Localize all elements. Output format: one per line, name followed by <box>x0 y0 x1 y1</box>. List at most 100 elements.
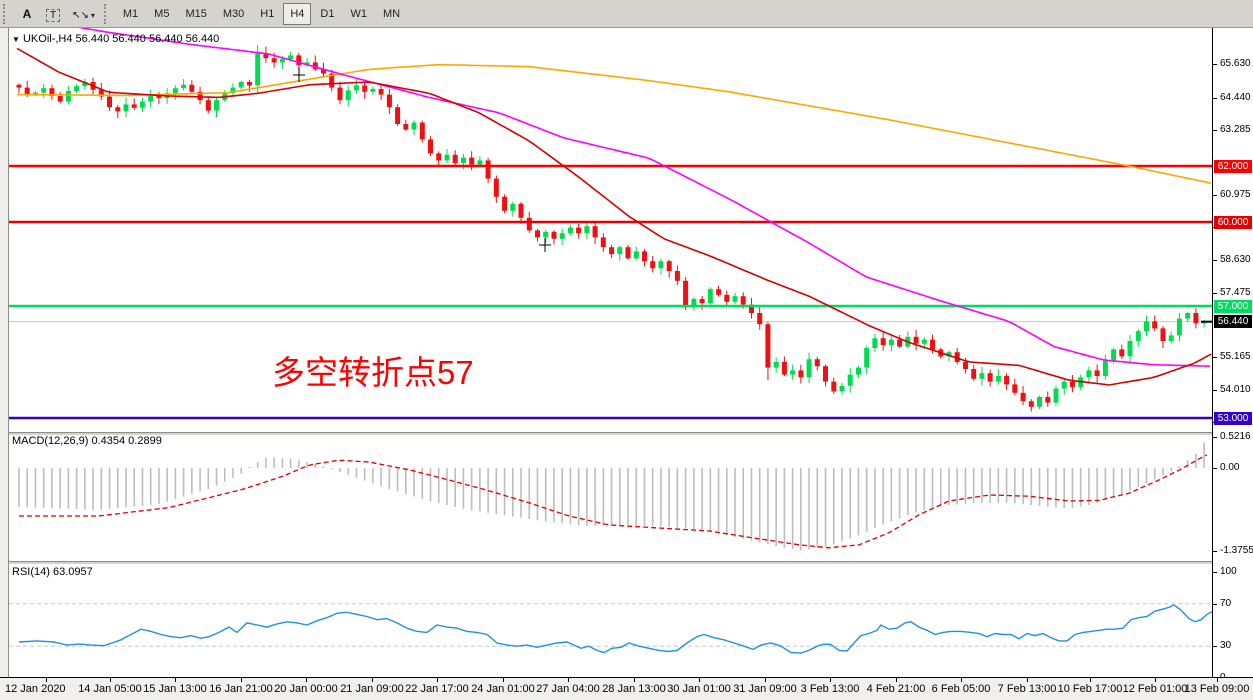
time-tickmark <box>568 678 569 682</box>
time-axis-label: 15 Jan 13:00 <box>143 683 207 695</box>
axis-tickmark <box>1213 389 1217 391</box>
time-axis-label: 10 Feb 17:00 <box>1057 683 1123 695</box>
time-axis-label: 3 Feb 13:00 <box>800 683 860 695</box>
time-tickmark <box>1027 678 1028 682</box>
main-price-chart[interactable] <box>9 28 1212 432</box>
axis-tick-label: 70 <box>1220 597 1232 609</box>
price-level-badge: 56.440 <box>1214 315 1252 329</box>
time-axis-label: 14 Jan 05:00 <box>78 683 142 695</box>
timeframe-button-H4[interactable]: H4 <box>283 2 312 25</box>
collapse-triangle-icon[interactable]: ▼ <box>12 35 20 44</box>
timeframe-button-W1[interactable]: W1 <box>343 2 374 25</box>
timeframe-button-M5[interactable]: M5 <box>147 2 177 25</box>
chart-plots: ▼ UKOil-,H4 56.440 56.440 56.440 56.440 … <box>9 28 1212 700</box>
axis-tickmark <box>1213 97 1217 99</box>
time-tickmark <box>1155 678 1156 682</box>
text-label-tool-button[interactable]: T <box>41 2 66 25</box>
time-axis-label: 31 Jan 09:00 <box>733 683 797 695</box>
chart-annotation[interactable]: 多空转折点57 <box>272 354 474 391</box>
left-edge-strip <box>0 28 9 700</box>
timeframe-button-H1[interactable]: H1 <box>253 2 282 25</box>
price-level-badge: 53.000 <box>1214 411 1252 425</box>
time-tickmark <box>372 678 373 682</box>
time-axis-label: 22 Jan 17:00 <box>405 683 469 695</box>
time-axis-label: 4 Feb 21:00 <box>866 683 926 695</box>
price-axis[interactable]: 65.63064.44063.28560.97559.82058.63057.4… <box>1212 28 1253 683</box>
axis-tick-label: 0.00 <box>1220 462 1240 473</box>
time-tickmark <box>830 678 831 682</box>
timeframe-button-M1[interactable]: M1 <box>115 2 146 25</box>
axis-tickmark <box>1213 468 1217 469</box>
axis-tick-label: 55.165 <box>1220 351 1251 363</box>
time-tickmark <box>961 678 962 682</box>
timeframe-button-group: M1 M5 M15 M30 H1 H4 D1 W1 MN <box>115 2 408 25</box>
price-level-badge: 60.000 <box>1214 215 1252 229</box>
time-tickmark <box>110 678 111 682</box>
time-tickmark <box>503 678 504 682</box>
time-tickmark <box>46 678 47 682</box>
time-tickmark <box>306 678 307 682</box>
time-axis-label: 12 Feb 01:00 <box>1122 683 1188 695</box>
axis-tick-label: 30 <box>1220 640 1232 652</box>
chevron-down-icon: ▾ <box>90 10 95 20</box>
arrows-icon: ↖↘ <box>72 9 89 21</box>
axis-tick-label: 63.285 <box>1220 124 1251 136</box>
timeframe-button-MN[interactable]: MN <box>375 2 408 25</box>
toolbar-grip-2[interactable] <box>103 3 111 24</box>
axis-tickmark <box>1213 357 1217 359</box>
price-level-badge: 57.000 <box>1214 299 1252 313</box>
time-axis-label: 28 Jan 13:00 <box>602 683 666 695</box>
time-tickmark <box>175 678 176 682</box>
time-tickmark <box>699 678 700 682</box>
time-axis-label: 24 Jan 01:00 <box>471 683 535 695</box>
time-axis-label: 16 Jan 21:00 <box>209 683 273 695</box>
font-tool-button[interactable]: A <box>15 2 39 25</box>
time-axis-label: 12 Jan 2020 <box>5 683 66 695</box>
rsi-indicator-panel[interactable] <box>9 564 1212 679</box>
toolbar-grip[interactable] <box>3 3 10 24</box>
panel-separator-2[interactable] <box>9 561 1212 565</box>
axis-tickmark <box>1213 603 1217 605</box>
axis-tickmark <box>1213 130 1217 132</box>
axis-tick-label: 64.440 <box>1220 91 1251 103</box>
time-tickmark <box>1217 678 1218 682</box>
cursor-tool-button[interactable]: ↖↘ ▾ <box>67 2 100 25</box>
time-axis-label: 6 Feb 05:00 <box>931 683 991 695</box>
axis-tick-label: 60.975 <box>1220 188 1251 200</box>
axis-tick-label: 65.630 <box>1220 58 1251 70</box>
time-axis-label: 13 Feb 09:00 <box>1184 683 1250 695</box>
axis-tickmark <box>1213 64 1217 66</box>
panel-separator[interactable] <box>9 432 1212 436</box>
axis-tick-label: 58.630 <box>1220 254 1251 266</box>
toolbar: A T ↖↘ ▾ M1 M5 M15 M30 H1 H4 D1 W1 MN <box>0 0 1253 28</box>
timeframe-button-M30[interactable]: M30 <box>215 2 252 25</box>
time-tickmark <box>765 678 766 682</box>
time-axis-label: 7 Feb 13:00 <box>997 683 1057 695</box>
time-tickmark <box>1090 678 1091 682</box>
axis-tickmark <box>1213 550 1217 552</box>
axis-tick-label: -1.3755 <box>1220 544 1253 556</box>
axis-tickmark <box>1213 292 1217 294</box>
axis-tickmark <box>1213 436 1217 438</box>
axis-tick-label: 57.475 <box>1220 286 1251 298</box>
chart-title: ▼ UKOil-,H4 56.440 56.440 56.440 56.440 <box>12 33 220 45</box>
axis-tickmark <box>1213 572 1217 573</box>
axis-tick-label: 100 <box>1220 566 1237 577</box>
timeframe-button-M15[interactable]: M15 <box>178 2 214 25</box>
axis-tick-label: 54.010 <box>1220 383 1251 395</box>
time-tickmark <box>437 678 438 682</box>
macd-indicator-panel[interactable] <box>9 433 1212 561</box>
axis-tickmark <box>1213 194 1217 196</box>
axis-tickmark <box>1213 646 1217 648</box>
time-axis[interactable]: 12 Jan 2020 14 Jan 05:00 15 Jan 13:00 16 Ja… <box>0 677 1253 700</box>
timeframe-button-D1[interactable]: D1 <box>313 2 342 25</box>
time-axis-label: 21 Jan 09:00 <box>340 683 404 695</box>
time-axis-label: 27 Jan 04:00 <box>536 683 600 695</box>
time-axis-label: 20 Jan 00:00 <box>274 683 338 695</box>
time-tickmark <box>896 678 897 682</box>
macd-label: MACD(12,26,9) 0.4354 0.2899 <box>12 435 162 447</box>
time-tickmark <box>634 678 635 682</box>
time-axis-label: 30 Jan 01:00 <box>667 683 731 695</box>
text-tool-icon: T <box>46 8 61 22</box>
